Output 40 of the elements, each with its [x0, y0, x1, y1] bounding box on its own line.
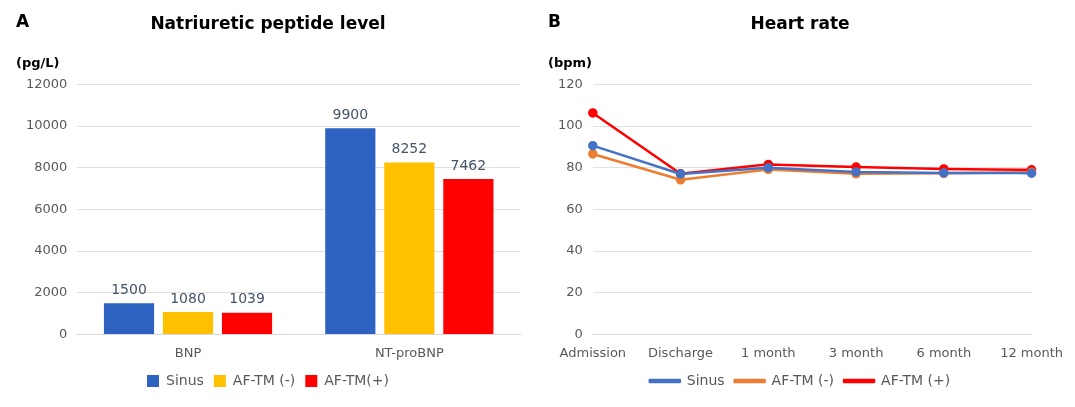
chart-title: Natriuretic peptide level	[150, 12, 386, 33]
legend-label: AF-TM (-)	[771, 371, 835, 388]
y-tick-label: 40	[566, 242, 583, 258]
x-tick-label: Discharge	[648, 344, 714, 360]
legend-label: AF-TM (-)	[232, 371, 296, 388]
data-label: 1039	[229, 290, 265, 307]
y-tick-label: 8000	[34, 159, 68, 175]
x-tick-label: 3 month	[828, 344, 884, 360]
x-tick-label: NT-proBNP	[374, 344, 444, 360]
x-tick-label: BNP	[174, 344, 202, 360]
y-axis-title: (bpm)	[548, 55, 593, 71]
legend-label: AF-TM(+)	[324, 371, 389, 388]
y-tick-label: 0	[59, 325, 68, 341]
y-tick-label: 80	[566, 159, 583, 175]
x-tick-label: Admission	[559, 344, 627, 360]
data-label: 1500	[111, 280, 147, 297]
y-tick-label: 0	[574, 325, 583, 341]
y-tick-label: 100	[557, 117, 583, 133]
x-tick-label: 6 month	[916, 344, 972, 360]
data-label: 1080	[170, 289, 206, 306]
x-tick-label: 1 month	[741, 344, 796, 360]
y-tick-label: 120	[557, 75, 583, 91]
legend-label: AF-TM (+)	[881, 371, 951, 388]
y-tick-label: 6000	[34, 200, 68, 216]
text: A	[16, 10, 30, 31]
chart-title: Heart rate	[750, 12, 850, 33]
text: B	[548, 10, 561, 31]
y-tick-label: 4000	[34, 242, 68, 258]
legend-label: Sinus	[166, 371, 204, 388]
x-tick-label: 12 month	[1000, 344, 1063, 360]
y-tick-label: 60	[566, 200, 583, 216]
y-axis-title: (pg/L)	[16, 55, 60, 71]
data-label: 9900	[332, 105, 369, 122]
y-tick-label: 10000	[26, 117, 68, 133]
y-tick-label: 20	[566, 284, 583, 300]
y-tick-label: 12000	[26, 75, 68, 91]
data-label: 8252	[391, 140, 428, 157]
data-label: 7462	[450, 156, 487, 173]
legend-label: Sinus	[686, 371, 725, 388]
y-tick-label: 2000	[34, 284, 68, 300]
